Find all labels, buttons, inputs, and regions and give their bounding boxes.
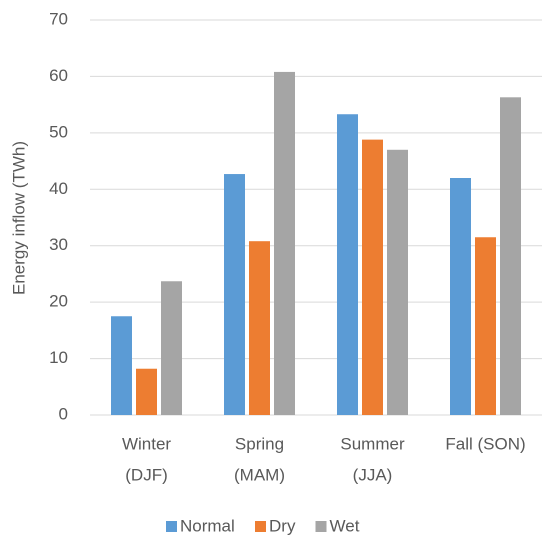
y-tick-label: 60 — [49, 66, 68, 85]
y-tick-label: 50 — [49, 122, 68, 141]
y-tick-label: 30 — [49, 235, 68, 254]
bar — [111, 316, 132, 415]
legend-label: Dry — [269, 516, 296, 535]
legend-swatch — [315, 521, 327, 532]
bar — [500, 97, 521, 416]
x-tick-label: (DJF) — [125, 465, 167, 484]
legend-label: Wet — [330, 516, 360, 535]
bar — [337, 114, 358, 415]
x-tick-label: (JJA) — [353, 465, 393, 484]
y-tick-label: 0 — [59, 404, 68, 423]
bar — [136, 368, 157, 415]
bar — [362, 139, 383, 415]
bar — [387, 149, 408, 416]
legend-swatch — [255, 521, 266, 532]
bar — [475, 237, 496, 415]
x-tick-label: Fall (SON) — [445, 434, 525, 453]
bar — [450, 178, 471, 415]
bar — [249, 241, 270, 415]
legend-swatch — [166, 521, 177, 532]
bar — [224, 174, 245, 415]
y-axis-label: Energy inflow (TWh) — [9, 141, 28, 295]
legend-label: Normal — [180, 516, 235, 535]
x-tick-label: Summer — [340, 434, 405, 453]
x-tick-label: Spring — [235, 434, 284, 453]
y-tick-label: 70 — [49, 9, 68, 28]
bar — [274, 71, 295, 416]
y-tick-label: 20 — [49, 292, 68, 311]
y-tick-label: 10 — [49, 348, 68, 367]
x-tick-label: Winter — [122, 434, 171, 453]
bar — [161, 281, 182, 415]
x-tick-label: (MAM) — [234, 465, 285, 484]
y-tick-label: 40 — [49, 179, 68, 198]
